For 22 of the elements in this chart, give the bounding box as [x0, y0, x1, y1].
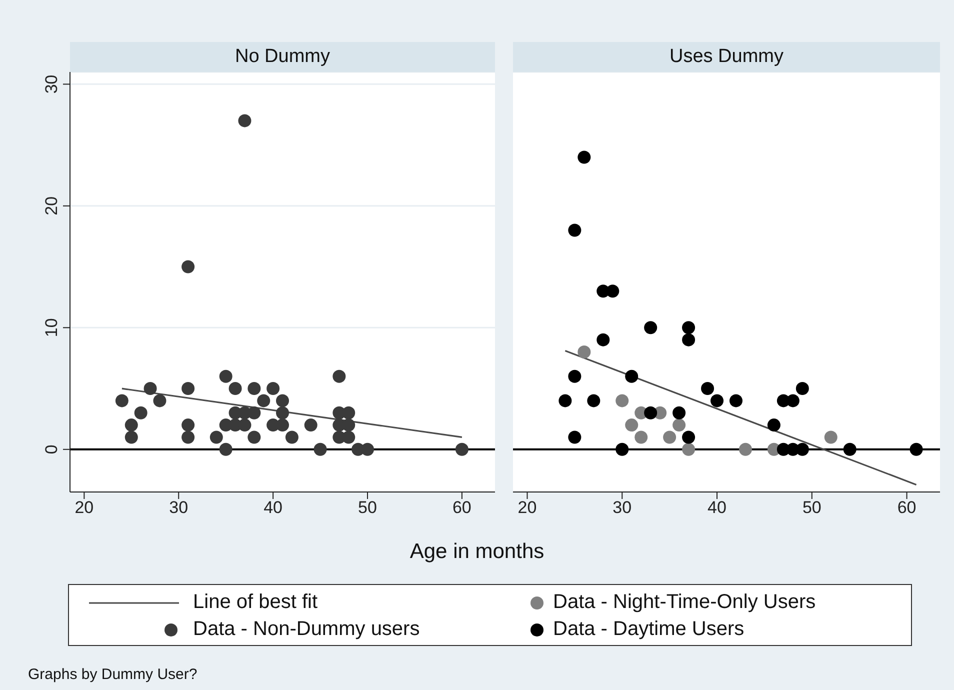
chart-title: Uses Dummy	[513, 42, 940, 72]
text: Graphs by Dummy User?	[28, 666, 198, 683]
x-axis-title: Age in months	[408, 540, 546, 564]
y-tick-label: 20	[42, 196, 61, 216]
legend-label: Line of best fit	[193, 591, 318, 614]
y-tick-label: 10	[42, 318, 61, 338]
legend-label: Data - Non-Dummy users	[193, 618, 420, 641]
x-tick-label: 20	[74, 498, 94, 518]
x-tick-label: 20	[518, 498, 537, 518]
x-tick-label: 30	[612, 498, 632, 518]
y-tick-label: 30	[42, 74, 61, 94]
x-tick-label: 50	[802, 498, 822, 518]
chart-title: No Dummy	[70, 42, 495, 72]
x-tick-label: 60	[452, 498, 472, 518]
legend-label: Data - Night-Time-Only Users	[553, 591, 816, 614]
x-tick-label: 60	[897, 498, 916, 518]
x-tick-label: 30	[169, 498, 188, 518]
legend-label: Data - Daytime Users	[553, 618, 744, 641]
y-tick-label: 0	[42, 444, 61, 454]
x-tick-label: 50	[358, 498, 377, 518]
x-tick-label: 40	[264, 498, 283, 518]
x-tick-label: 40	[708, 498, 726, 518]
